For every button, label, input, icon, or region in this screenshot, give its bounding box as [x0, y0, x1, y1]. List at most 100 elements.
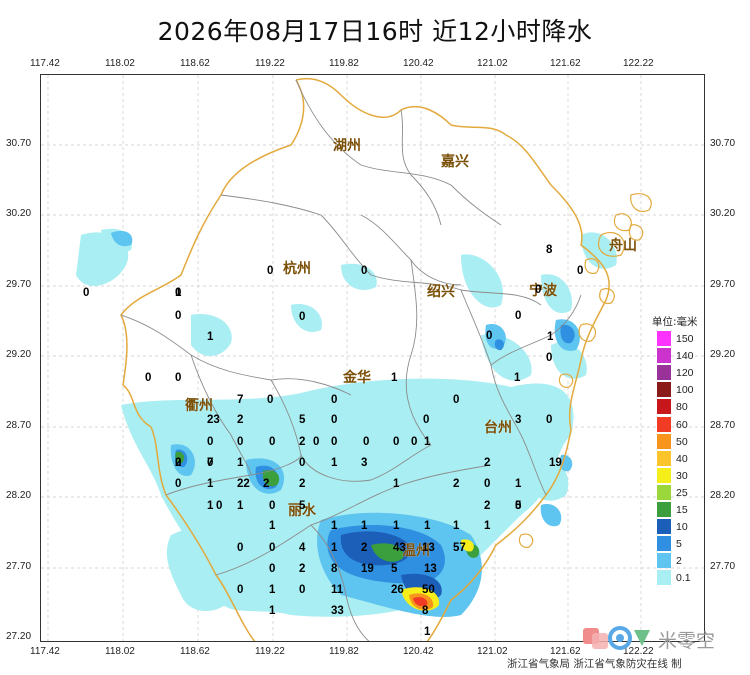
- legend-level: 25: [657, 484, 713, 500]
- lat-tick-right: 30.20: [710, 208, 736, 219]
- legend-swatch: [657, 553, 671, 569]
- legend-label: 140: [676, 350, 694, 363]
- lat-tick-left: 29.20: [6, 349, 32, 360]
- station-value: 2: [299, 478, 306, 490]
- station-value: 0: [267, 265, 274, 277]
- legend-label: 5: [676, 538, 682, 551]
- station-value: 1: [175, 287, 182, 299]
- station-value: 57: [453, 542, 466, 554]
- city-label-taizhou: 台州: [484, 420, 512, 436]
- station-value: 0: [486, 330, 493, 342]
- legend-level: 120: [657, 365, 713, 381]
- station-value: 0: [423, 414, 430, 426]
- brand-logo-icon: [583, 626, 650, 650]
- station-value: 0: [237, 542, 244, 554]
- station-value: 0: [331, 436, 338, 448]
- lat-tick-right: 30.70: [710, 138, 736, 149]
- station-value: 3: [361, 457, 368, 469]
- lat-tick-right: 29.20: [710, 349, 736, 360]
- station-value: 0: [207, 436, 214, 448]
- station-value: 1: [269, 584, 276, 596]
- city-label-jinhua: 金华: [343, 370, 371, 386]
- lon-tick-top: 120.42: [403, 58, 434, 69]
- legend-swatch: [657, 450, 671, 466]
- station-value: 0: [453, 394, 460, 406]
- city-label-jiaxing: 嘉兴: [441, 154, 469, 170]
- station-value: 0: [331, 394, 338, 406]
- station-value: 1: [361, 520, 368, 532]
- station-value: 0: [175, 478, 182, 490]
- station-value: 8: [331, 563, 338, 575]
- legend-swatch: [657, 399, 671, 415]
- station-value: 1: [453, 520, 460, 532]
- station-value: 0: [145, 372, 152, 384]
- lon-tick-bottom: 117.42: [30, 646, 60, 657]
- lat-tick-right: 28.20: [710, 490, 736, 501]
- station-value: 0: [175, 457, 182, 469]
- station-value: 0: [237, 584, 244, 596]
- station-value: 50: [422, 584, 435, 596]
- legend-swatch: [657, 467, 671, 483]
- province-boundary: [120, 78, 610, 641]
- station-value: 2: [299, 436, 306, 448]
- city-label-hangzhou: 杭州: [283, 261, 311, 277]
- legend-level: 40: [657, 450, 713, 466]
- station-value: 4: [299, 542, 306, 554]
- lat-tick-left: 28.70: [6, 420, 32, 431]
- lon-tick-top: 121.02: [477, 58, 508, 69]
- station-value: 0: [363, 436, 370, 448]
- station-value: 8: [422, 605, 429, 617]
- lat-tick-left: 27.20: [6, 631, 32, 642]
- legend-swatch: [657, 570, 671, 586]
- brand-name: 米零空: [658, 630, 716, 652]
- station-value: 0: [175, 310, 182, 322]
- legend-label: 100: [676, 384, 694, 397]
- station-value: 8: [546, 244, 553, 256]
- city-label-lishui: 丽水: [288, 503, 316, 519]
- legend-label: 15: [676, 504, 688, 516]
- city-label-ningbo: 宁波: [529, 283, 557, 299]
- station-value: 13: [422, 542, 435, 554]
- legend-level: 2: [657, 553, 713, 569]
- lat-tick-left: 29.70: [6, 279, 32, 290]
- legend-label: 2: [676, 555, 682, 568]
- station-value: 1: [207, 331, 214, 343]
- station-value: 0: [515, 500, 522, 512]
- station-value: 7: [207, 457, 214, 469]
- rain-60-area: [413, 597, 428, 607]
- station-value: 1: [269, 520, 276, 532]
- station-value: 0: [546, 352, 553, 364]
- legend-level: 0.1: [657, 570, 713, 586]
- station-value: 2: [453, 478, 460, 490]
- station-value: 0: [313, 436, 320, 448]
- legend-swatch: [657, 416, 671, 432]
- station-value: 0: [331, 414, 338, 426]
- lat-tick-left: 30.70: [6, 138, 32, 149]
- station-value: 23: [207, 414, 220, 426]
- station-value: 1: [331, 520, 338, 532]
- lon-tick-top: 121.62: [550, 58, 581, 69]
- lon-tick-top: 117.42: [30, 58, 60, 69]
- station-value: 19: [361, 563, 374, 575]
- station-value: 2: [237, 414, 244, 426]
- city-label-zhoushan: 舟山: [609, 238, 637, 254]
- station-value: 26: [391, 584, 404, 596]
- station-value: 2: [299, 563, 306, 575]
- lon-tick-top: 119.82: [329, 58, 359, 69]
- station-value: 0: [577, 265, 584, 277]
- station-value: 0: [269, 542, 276, 554]
- legend-label: 25: [676, 486, 688, 499]
- station-value: 1: [547, 331, 554, 343]
- station-value: 0: [269, 563, 276, 575]
- source-credit: 浙江省气象局 浙江省气象防灾在线 制: [507, 658, 682, 670]
- station-value: 1: [424, 436, 431, 448]
- station-value: 1: [514, 372, 521, 384]
- legend-label: 150: [676, 333, 694, 345]
- station-value: 1: [207, 478, 214, 490]
- lon-tick-bottom: 119.22: [255, 646, 285, 657]
- legend-swatch: [657, 502, 671, 517]
- lat-tick-left: 27.70: [6, 561, 32, 572]
- station-value: 0: [269, 436, 276, 448]
- station-value: 1: [424, 626, 431, 638]
- map-title: 2026年08月17日16时 近12小时降水: [157, 17, 593, 46]
